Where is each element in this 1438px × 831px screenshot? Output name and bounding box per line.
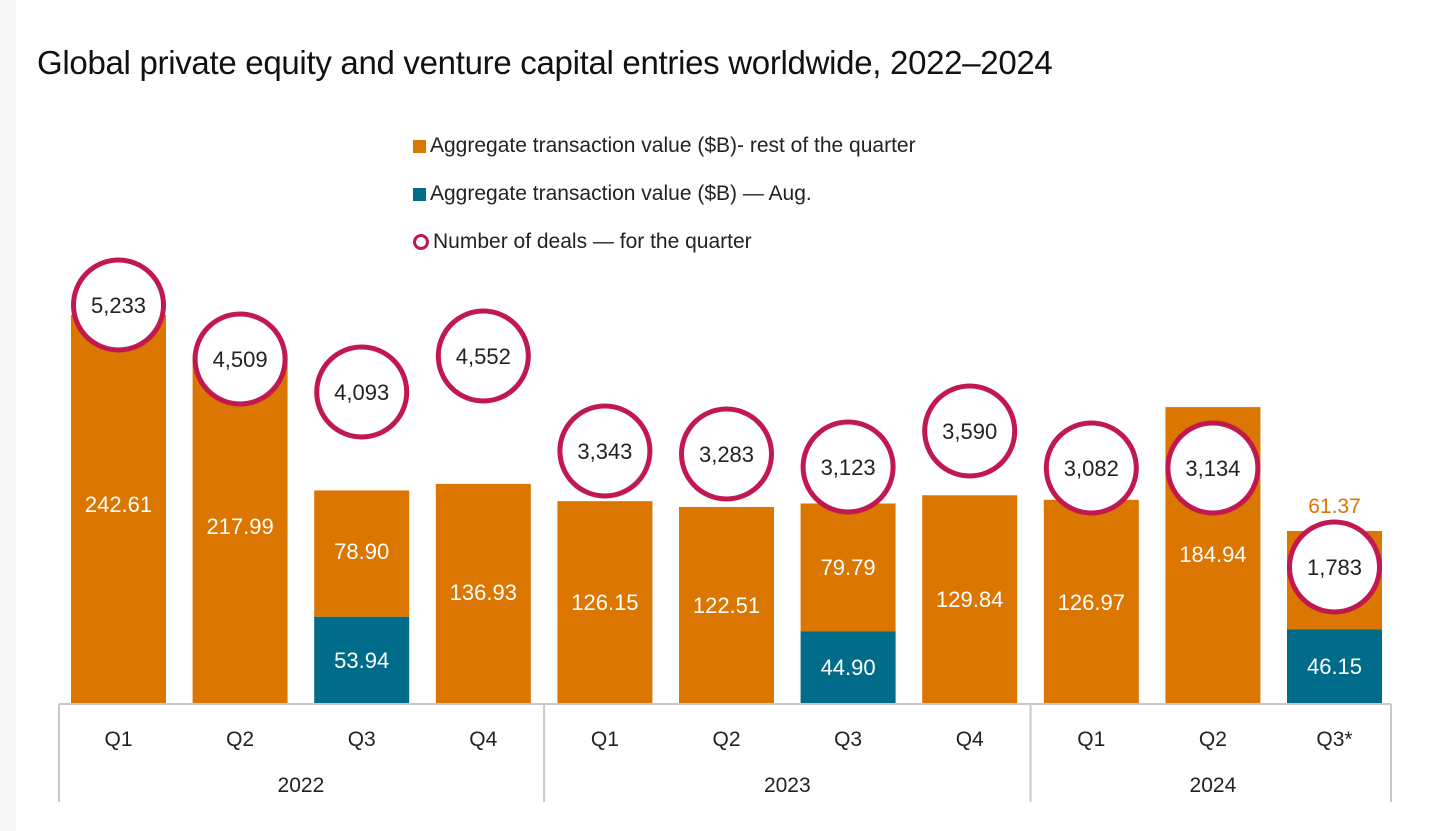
value-label-aug: 44.90 — [821, 655, 876, 680]
x-tick-label: Q1 — [591, 728, 619, 751]
bar-segment-rest — [800, 503, 896, 632]
chart-title: Global private equity and venture capita… — [37, 44, 1053, 81]
ring-icon — [413, 234, 429, 250]
value-label-rest: 136.93 — [450, 580, 517, 605]
value-label-rest: 129.84 — [936, 587, 1003, 612]
deal-count-ring — [922, 383, 1018, 479]
legend-item-rest-of-quarter: Aggregate transaction value ($B)- rest o… — [413, 122, 916, 170]
value-label-rest: 217.99 — [206, 514, 273, 539]
bar-segment-rest — [192, 354, 288, 703]
legend-item-aug: Aggregate transaction value ($B) — Aug. — [413, 170, 916, 218]
value-label-rest: 184.94 — [1179, 542, 1246, 567]
bar-segment-aug — [314, 616, 410, 703]
deal-count-label: 1,783 — [1307, 555, 1362, 580]
deal-count-ring — [192, 311, 288, 407]
legend: Aggregate transaction value ($B)- rest o… — [413, 122, 916, 266]
deal-count-ring — [71, 257, 166, 353]
deal-count-ring — [1043, 420, 1139, 516]
bar-segment-aug — [800, 631, 896, 703]
deal-count-ring — [435, 308, 531, 404]
deal-count-label: 5,233 — [91, 293, 146, 318]
teal-square-icon — [413, 187, 426, 201]
x-tick-label: Q2 — [712, 728, 740, 751]
deal-count-ring — [314, 344, 410, 440]
bar-segment-rest — [435, 483, 531, 703]
value-label-rest: 122.51 — [693, 593, 760, 618]
value-label-rest: 126.97 — [1058, 590, 1125, 615]
bar-segment-rest — [1043, 499, 1139, 703]
deal-count-ring — [679, 406, 774, 502]
value-label-rest: 61.37 — [1308, 495, 1361, 518]
deal-count-label: 4,552 — [456, 344, 511, 369]
orange-square-icon — [413, 139, 426, 153]
legend-item-deals: Number of deals — for the quarter — [413, 218, 916, 266]
deal-count-label: 3,134 — [1185, 456, 1240, 481]
deal-count-label: 4,509 — [213, 347, 268, 372]
value-label-rest: 126.15 — [571, 590, 638, 615]
value-label-rest: 242.61 — [85, 492, 152, 517]
deal-count-ring — [800, 419, 896, 515]
deal-count-ring — [557, 403, 653, 499]
legend-label: Number of deals — for the quarter — [433, 230, 752, 253]
deal-count-ring — [1287, 519, 1382, 615]
x-tick-label: Q4 — [469, 728, 497, 751]
legend-label: Aggregate transaction value ($B)- rest o… — [430, 134, 916, 157]
value-label-aug: 53.94 — [334, 648, 389, 673]
x-group-label: 2023 — [764, 774, 811, 797]
x-tick-label: Q2 — [226, 728, 254, 751]
bar-segment-rest — [557, 501, 653, 703]
deal-count-label: 4,093 — [334, 380, 389, 405]
x-group-label: 2022 — [278, 774, 325, 797]
x-tick-label: Q1 — [104, 728, 132, 751]
deal-count-label: 3,590 — [942, 419, 997, 444]
value-label-rest: 78.90 — [334, 539, 389, 564]
left-edge-strip — [0, 0, 16, 831]
bar-segment-aug — [1287, 629, 1382, 703]
x-tick-label: Q4 — [956, 728, 984, 751]
bar-segment-rest — [71, 314, 166, 703]
bar-segment-rest — [679, 506, 774, 703]
deal-count-label: 3,082 — [1064, 456, 1119, 481]
value-label-aug: 46.15 — [1307, 654, 1362, 679]
deal-count-label: 3,123 — [821, 455, 876, 480]
value-label-rest: 79.79 — [821, 555, 876, 580]
x-tick-label: Q1 — [1077, 728, 1105, 751]
deal-count-label: 3,283 — [699, 442, 754, 467]
x-tick-label: Q2 — [1199, 728, 1227, 751]
deal-count-label: 3,343 — [577, 439, 632, 464]
x-tick-label: Q3 — [348, 728, 376, 751]
deal-count-ring — [1165, 420, 1261, 516]
legend-label: Aggregate transaction value ($B) — Aug. — [430, 182, 812, 205]
x-tick-label: Q3 — [834, 728, 862, 751]
x-group-label: 2024 — [1190, 774, 1237, 797]
bar-segment-rest — [314, 490, 410, 617]
x-tick-label: Q3* — [1316, 728, 1352, 751]
bar-segment-rest — [922, 495, 1018, 703]
